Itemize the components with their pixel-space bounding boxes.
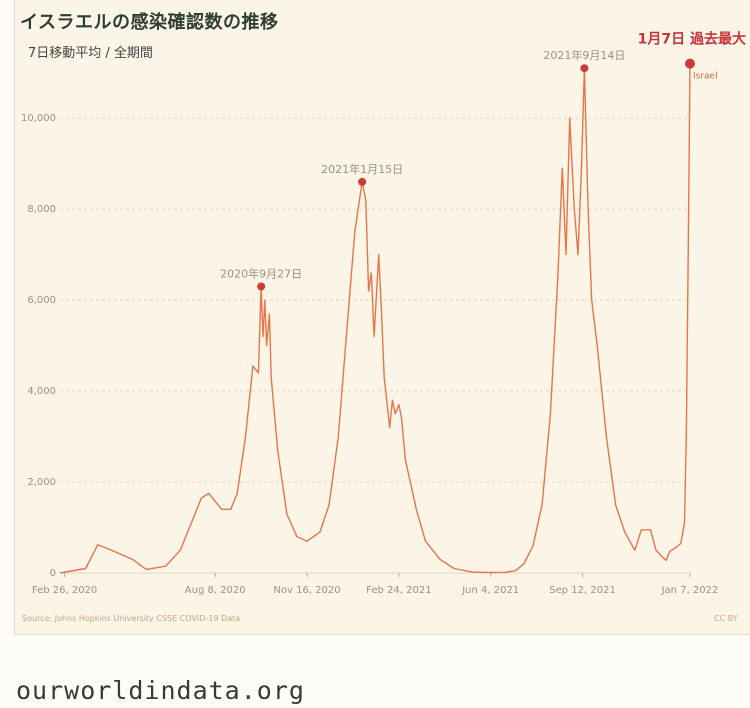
annotation-label: 2020年9月27日 [220,266,302,280]
series-end-label: Israel [693,72,718,82]
annotation-record-label: 1月7日 過去最大 [638,31,746,48]
line-chart: 0 2,000 4,000 6,000 8,000 10,000 Feb 26, 2020… [21,31,746,596]
x-tick-label: Aug 8, 2020 [185,585,246,596]
source-note[interactable]: Source: Johns Hopkins University CSSE CO… [22,614,241,623]
y-tick-label: 6,000 [27,295,56,306]
peak-marker [358,177,367,186]
series-line-israel [59,63,691,574]
y-axis-ticks: 0 2,000 4,000 6,000 8,000 10,000 [21,113,56,579]
x-tick-label: Jun 4, 2021 [461,585,519,596]
x-tick-label: Jan 7, 2022 [661,585,719,596]
x-tick-label: Feb 24, 2021 [366,585,431,596]
annotations: 2020年9月27日 2021年1月15日 2021年9月14日 1月7日 過去最大 I… [220,31,746,291]
x-axis-ticks: Feb 26, 2020 Aug 8, 2020 Nov 16, 2020 Feb 2… [32,573,719,596]
y-tick-label: 10,000 [21,113,56,124]
y-tick-label: 4,000 [27,386,56,397]
x-tick-label: Nov 16, 2020 [273,585,340,596]
peak-marker [257,282,266,291]
footer-url: ourworldindata.org [16,676,305,705]
license-note[interactable]: CC BY [714,614,738,623]
annotation-label: 2021年1月15日 [321,162,403,176]
y-tick-label: 8,000 [27,204,56,215]
grid-lines [60,117,690,574]
y-tick-label: 0 [50,568,56,579]
chart-title: イスラエルの感染確認数の推移 [20,12,279,33]
peak-marker [580,64,589,73]
chart-subtitle: 7日移動平均 / 全期間 [28,46,153,61]
x-tick-label: Sep 12, 2021 [549,585,616,596]
peak-marker [685,58,695,69]
annotation-label: 2021年9月14日 [543,48,625,62]
x-tick-label: Feb 26, 2020 [32,585,97,596]
y-tick-label: 2,000 [27,477,56,488]
